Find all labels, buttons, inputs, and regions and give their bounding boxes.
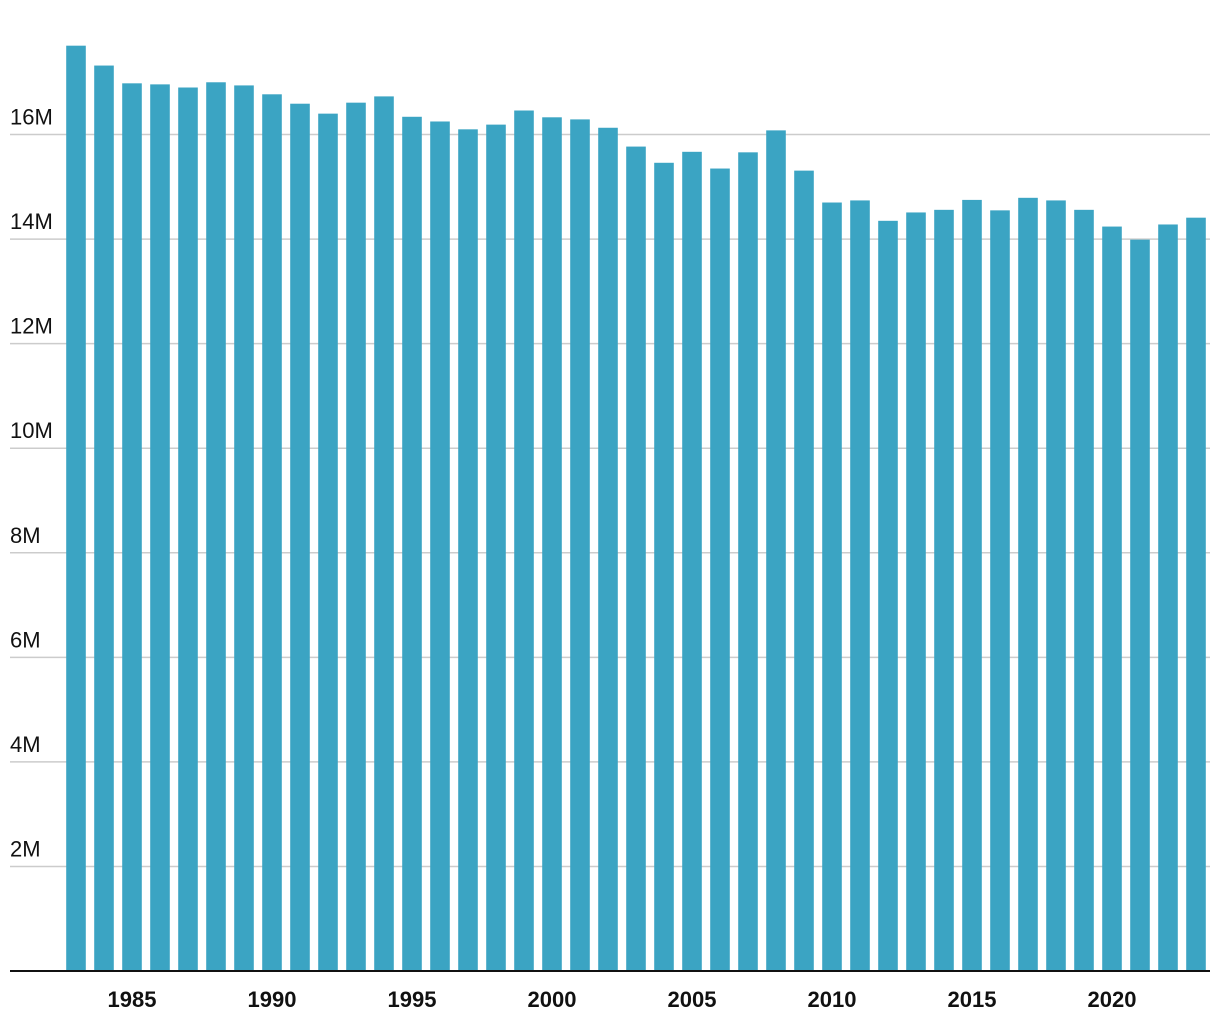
bar [766, 130, 786, 971]
bar [1186, 217, 1206, 971]
bar [738, 152, 758, 971]
x-tick-label: 1990 [248, 987, 297, 1012]
bar [1158, 224, 1178, 971]
bar [990, 210, 1010, 971]
bar [66, 45, 86, 971]
y-tick-label: 4M [10, 732, 41, 757]
y-tick-label: 14M [10, 209, 53, 234]
bar [598, 127, 618, 971]
bar [626, 146, 646, 971]
bar [290, 103, 310, 971]
bar [850, 200, 870, 972]
bar [710, 168, 730, 971]
bar [1130, 239, 1150, 971]
bar [1046, 200, 1066, 972]
bar [318, 113, 338, 971]
y-tick-label: 12M [10, 314, 53, 339]
bar [794, 170, 814, 972]
bar [878, 220, 898, 971]
bar [122, 83, 142, 971]
y-tick-label: 16M [10, 105, 53, 130]
bar [654, 162, 674, 972]
x-tick-label: 2005 [668, 987, 717, 1012]
bar [542, 117, 562, 971]
bar [262, 94, 282, 972]
bar [486, 124, 506, 971]
y-tick-label: 6M [10, 627, 41, 652]
bar [234, 85, 254, 972]
bar [458, 129, 478, 972]
bar [514, 110, 534, 972]
bar [570, 119, 590, 971]
bar [178, 87, 198, 971]
bar [150, 84, 170, 971]
bar [430, 121, 450, 972]
bar [906, 212, 926, 971]
x-tick-label: 2010 [808, 987, 857, 1012]
bar [1074, 209, 1094, 971]
x-tick-label: 1995 [388, 987, 437, 1012]
bar [346, 102, 366, 971]
x-tick-label: 2015 [948, 987, 997, 1012]
x-tick-label: 2020 [1088, 987, 1137, 1012]
bar [374, 96, 394, 972]
bar [822, 202, 842, 971]
bar [206, 82, 226, 972]
bar [94, 65, 114, 971]
x-tick-label: 1985 [108, 987, 157, 1012]
x-tick-label: 2000 [528, 987, 577, 1012]
bar [402, 116, 422, 971]
bar [962, 199, 982, 971]
y-tick-label: 10M [10, 418, 53, 443]
y-tick-label: 2M [10, 836, 41, 861]
bar [934, 209, 954, 971]
bar [1102, 226, 1122, 971]
bar [1018, 197, 1038, 972]
y-tick-label: 8M [10, 523, 41, 548]
bar [682, 151, 702, 971]
